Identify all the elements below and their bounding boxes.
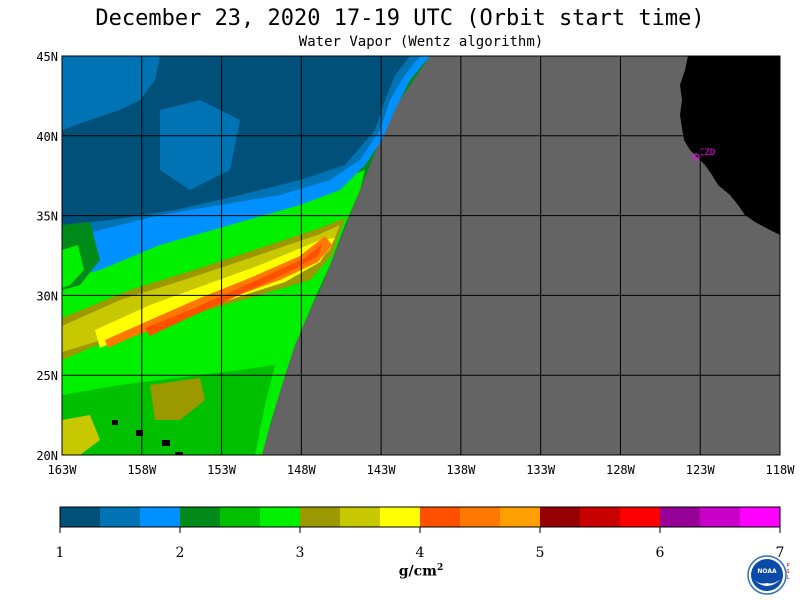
colorbar: [59, 506, 781, 528]
map-grid: [62, 56, 780, 455]
colorbar-swatch: [140, 507, 180, 527]
latitude-label: 30N: [36, 289, 58, 303]
colorbar-swatch: [220, 507, 260, 527]
longitude-label: 123W: [686, 463, 716, 477]
latitude-label: 35N: [36, 210, 58, 224]
colorbar-swatch: [260, 507, 300, 527]
colorbar-swatch: [100, 507, 140, 527]
longitude-label: 143W: [367, 463, 397, 477]
colorbar-swatch: [620, 507, 660, 527]
station-marker-icon: [692, 153, 700, 161]
colorbar-tick-label: 4: [416, 545, 425, 561]
land-mass: [680, 56, 780, 235]
colorbar-swatch: [420, 507, 460, 527]
svg-text:PSL: PSL: [786, 563, 789, 581]
station-label: CZD: [699, 148, 715, 158]
colorbar-swatch: [60, 507, 100, 527]
longitude-label: 148W: [287, 463, 317, 477]
colorbar-tick-label: 3: [296, 545, 305, 561]
colorbar-swatch: [740, 507, 780, 527]
longitude-label: 138W: [446, 463, 476, 477]
colorbar-tick-label: 1: [56, 545, 65, 561]
colorbar-swatch: [660, 507, 700, 527]
colorbar-tick-label: 2: [176, 545, 185, 561]
colorbar-swatch: [380, 507, 420, 527]
noaa-logo-text: NOAA: [757, 568, 777, 575]
longitude-label: 128W: [606, 463, 636, 477]
colorbar-swatch: [500, 507, 540, 527]
colorbar-swatch: [540, 507, 580, 527]
longitude-labels: 163W 158W 153W 148W 143W 138W 133W 128W 123W 118W: [48, 463, 796, 477]
colorbar-swatch: [300, 507, 340, 527]
longitude-label: 163W: [48, 463, 78, 477]
colorbar-tick-label: 5: [536, 545, 545, 561]
colorbar-swatch: [340, 507, 380, 527]
map-subtitle: Water Vapor (Wentz algorithm): [298, 34, 544, 50]
latitude-label: 40N: [36, 130, 58, 144]
colorbar-swatch: [460, 507, 500, 527]
colorbar-swatch: [580, 507, 620, 527]
colorbar-labels: 1 2 3 4 5 6 7: [56, 527, 785, 561]
colorbar-swatch: [700, 507, 740, 527]
latitude-label: 25N: [36, 369, 58, 383]
colorbar-tick-label: 6: [656, 545, 665, 561]
latitude-labels: 45N 40N 35N 30N 25N 20N: [36, 50, 58, 463]
colorbar-tick-label: 7: [776, 545, 785, 561]
longitude-label: 158W: [127, 463, 157, 477]
map-title: December 23, 2020 17-19 UTC (Orbit start…: [95, 6, 705, 31]
latitude-label: 45N: [36, 50, 58, 64]
longitude-label: 118W: [766, 463, 796, 477]
map-frame: [61, 55, 781, 456]
colorbar-unit: g/cm2: [398, 563, 444, 580]
longitude-label: 133W: [526, 463, 556, 477]
map-field: CZD: [62, 56, 780, 455]
latitude-label: 20N: [36, 449, 58, 463]
longitude-label: 153W: [207, 463, 237, 477]
colorbar-swatch: [180, 507, 220, 527]
